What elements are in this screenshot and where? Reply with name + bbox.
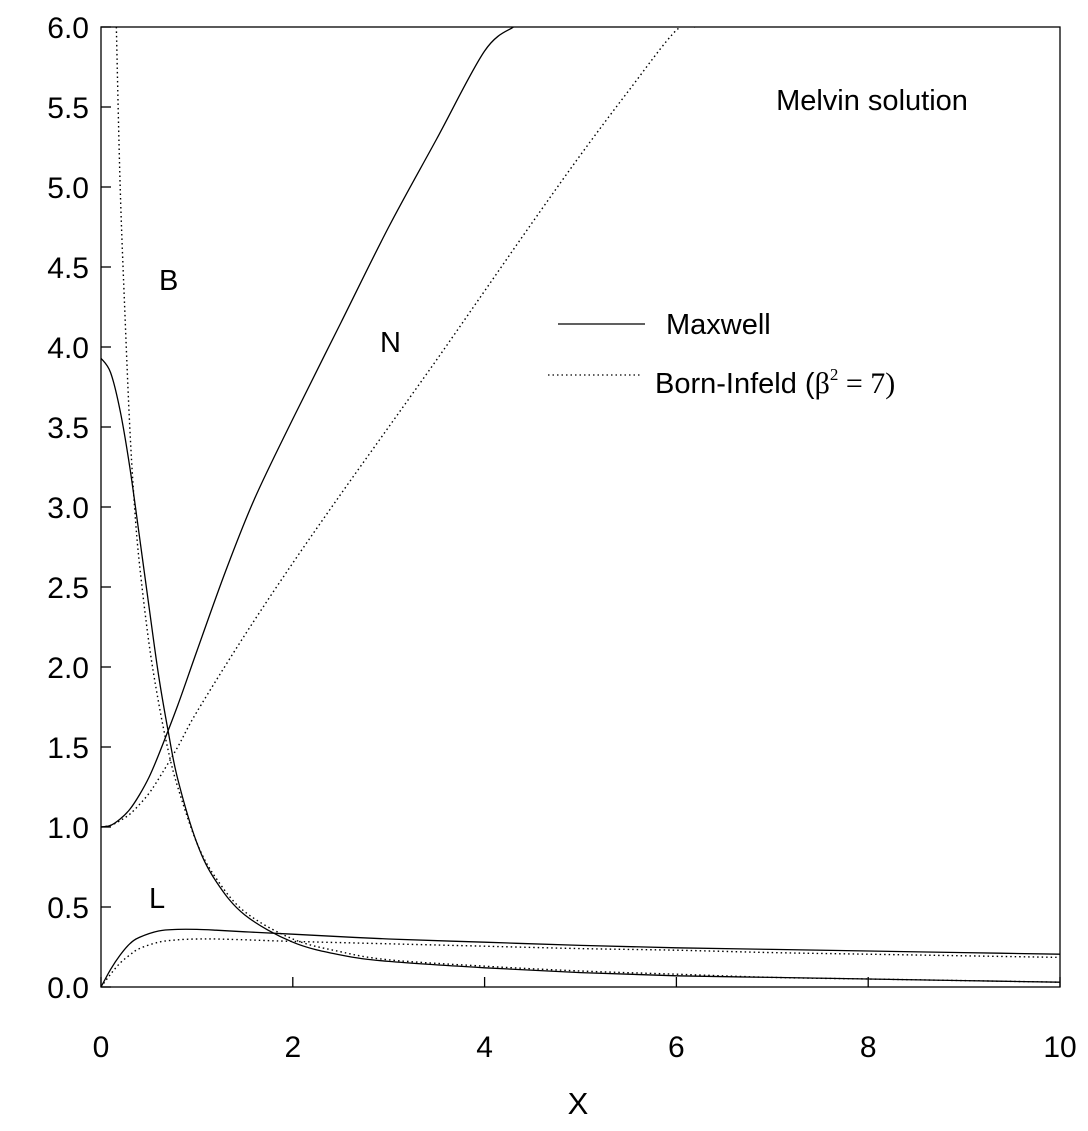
- axes-layer: 0 2 4 6 8 10 0.0 0.5 1.0 1.5 2.0 2.5 3.0 3.5 4.0 4.5 5.0…: [47, 12, 1076, 1064]
- y-tick-label: 2.0: [47, 652, 89, 685]
- x-tick-label: 6: [668, 1031, 685, 1064]
- series-l-maxwell: [101, 928, 1060, 987]
- curve-label-l: L: [149, 883, 165, 915]
- legend-label-maxwell: Maxwell: [666, 309, 771, 341]
- y-tick-label: 5.0: [47, 172, 89, 205]
- y-tick-label: 5.5: [47, 92, 89, 125]
- x-tick-label: 8: [860, 1031, 877, 1064]
- series-b-maxwell: [101, 357, 1060, 983]
- y-tick-label: 0.0: [47, 972, 89, 1005]
- curve-label-b: B: [159, 265, 178, 297]
- y-tick-label: 3.5: [47, 412, 89, 445]
- series-layer: [101, 27, 1060, 987]
- legend: Maxwell Born-Infeld (β2 = 7): [548, 309, 895, 400]
- x-tick-label: 2: [284, 1031, 301, 1064]
- plot-frame: [100, 26, 1061, 988]
- y-tick-label: 1.5: [47, 732, 89, 765]
- x-axis-label: X: [568, 1086, 589, 1121]
- series-b-born-infeld: [115, 27, 1060, 983]
- series-n-born-infeld: [101, 27, 696, 828]
- series-l-born-infeld: [101, 938, 1060, 987]
- y-tick-label: 3.0: [47, 492, 89, 525]
- x-tick-label: 4: [476, 1031, 493, 1064]
- y-tick-label: 2.5: [47, 572, 89, 605]
- y-tick-label: 4.5: [47, 252, 89, 285]
- y-tick-label: 4.0: [47, 332, 89, 365]
- x-tick-label: 0: [93, 1031, 110, 1064]
- melvin-solution-annotation: Melvin solution: [776, 85, 968, 117]
- y-tick-label: 0.5: [47, 892, 89, 925]
- y-tick-label: 6.0: [47, 12, 89, 45]
- x-tick-label: 10: [1043, 1031, 1076, 1064]
- legend-label-born-infeld: Born-Infeld (β2 = 7): [655, 365, 895, 400]
- series-n-maxwell: [101, 27, 514, 828]
- curve-label-n: N: [380, 327, 401, 359]
- y-tick-label: 1.0: [47, 812, 89, 845]
